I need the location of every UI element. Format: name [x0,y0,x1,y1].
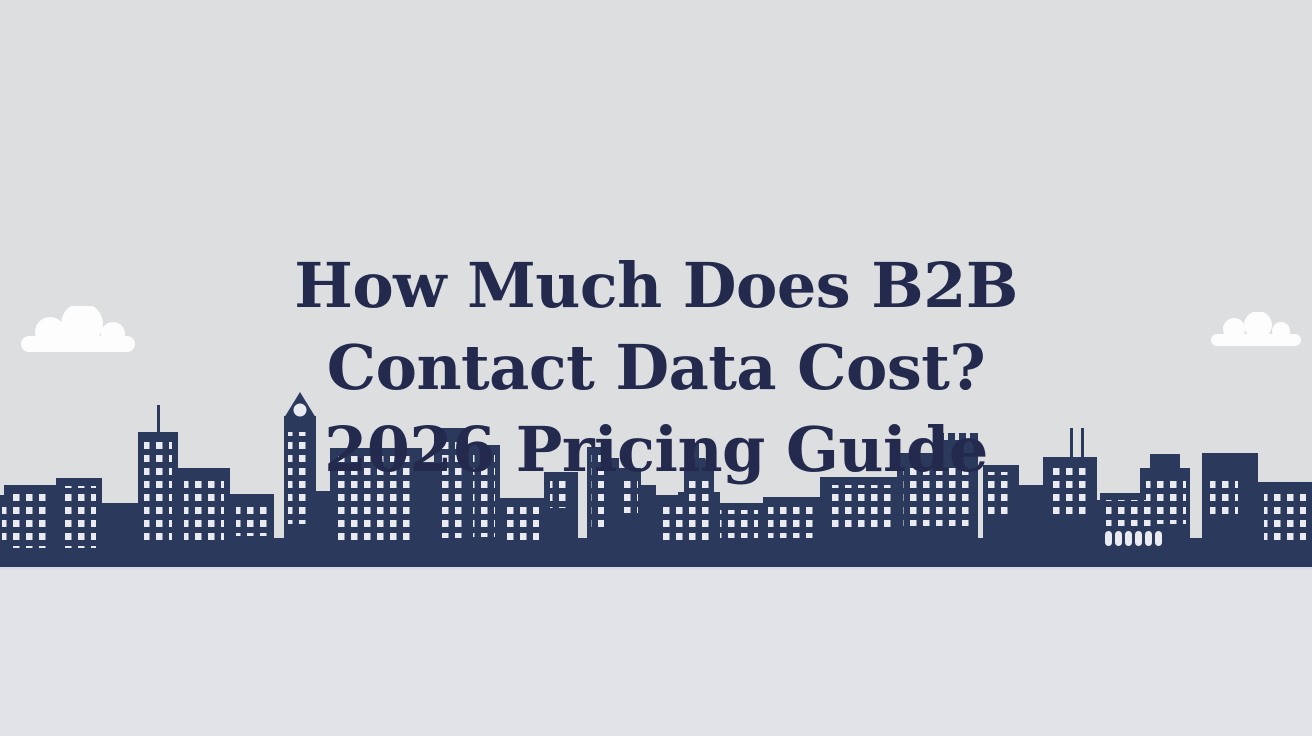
cloud-icon [21,306,135,352]
title-line-2: Contact Data Cost? [326,330,986,404]
clock-face [293,403,307,417]
city-skyline-silhouette [0,392,1312,570]
cloud-icon [1211,312,1301,346]
title-line-1: How Much Does B2B [294,248,1018,322]
ground-strip [0,570,1312,736]
page-title: How Much Does B2B Contact Data Cost? 202… [0,245,1312,491]
title-line-3: 2026 Pricing Guide [324,412,988,486]
